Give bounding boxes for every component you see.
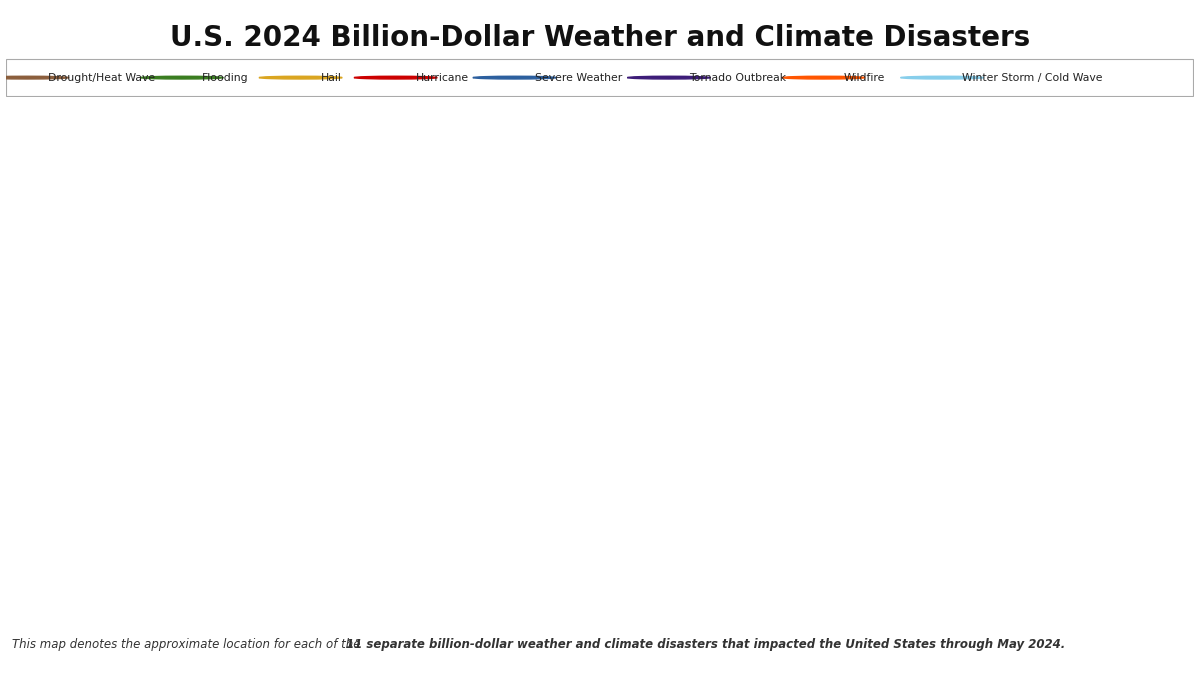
Circle shape (354, 76, 437, 79)
Circle shape (0, 76, 68, 79)
Text: This map denotes the approximate location for each of the: This map denotes the approximate locatio… (12, 638, 365, 651)
Text: Severe Weather: Severe Weather (535, 73, 622, 82)
Circle shape (781, 76, 865, 79)
Text: Flooding: Flooding (202, 73, 248, 82)
Text: Tornado Outbreak: Tornado Outbreak (689, 73, 786, 82)
Text: 11 separate billion-dollar weather and climate disasters that impacted the Unite: 11 separate billion-dollar weather and c… (346, 638, 1066, 651)
Text: U.S. 2024 Billion-Dollar Weather and Climate Disasters: U.S. 2024 Billion-Dollar Weather and Cli… (170, 24, 1030, 51)
Text: Drought/Heat Wave: Drought/Heat Wave (48, 73, 155, 82)
Text: Hurricane: Hurricane (416, 73, 469, 82)
Circle shape (140, 76, 223, 79)
Text: Wildfire: Wildfire (844, 73, 884, 82)
Circle shape (473, 76, 556, 79)
Circle shape (259, 76, 342, 79)
Text: Hail: Hail (320, 73, 342, 82)
FancyBboxPatch shape (6, 59, 1193, 97)
Circle shape (900, 76, 984, 79)
Text: Winter Storm / Cold Wave: Winter Storm / Cold Wave (962, 73, 1103, 82)
Circle shape (628, 76, 710, 79)
